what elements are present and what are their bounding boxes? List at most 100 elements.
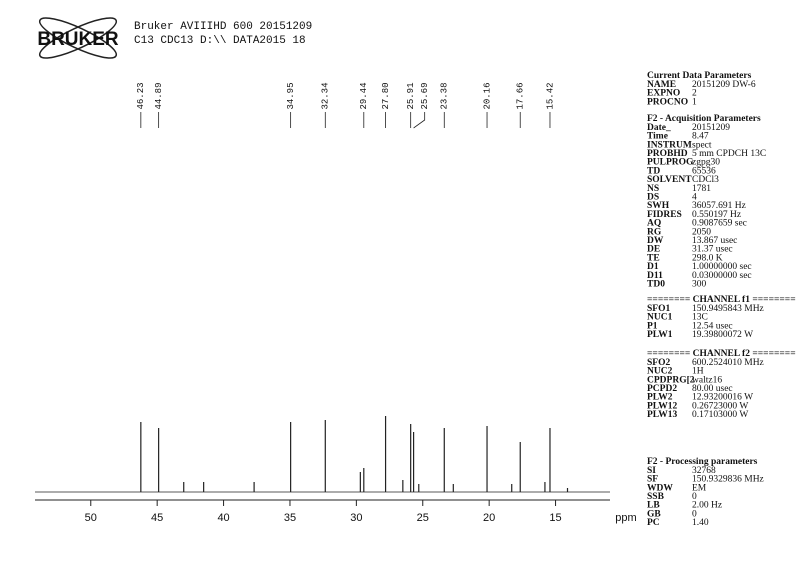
section-title: ======== CHANNEL f2 ======== xyxy=(647,349,796,359)
param-name: DW xyxy=(647,236,664,246)
peak-label-leader xyxy=(413,112,426,129)
param-value: 5 mm CPDCH 13C xyxy=(692,149,766,159)
param-name: PULPROG xyxy=(647,158,694,168)
peak-label: 32.34 xyxy=(321,82,331,109)
peak-label: 46.23 xyxy=(136,82,146,109)
param-value: 1.00000000 sec xyxy=(692,262,752,272)
param-value: 0.03000000 sec xyxy=(692,271,752,281)
peak-label: 34.95 xyxy=(286,82,296,109)
param-name: TD0 xyxy=(647,279,665,289)
x-tick-label: 25 xyxy=(417,512,429,524)
param-value: 298.0 K xyxy=(692,253,723,263)
param-value: 31.37 usec xyxy=(692,245,733,255)
param-name: SFO1 xyxy=(647,304,670,314)
param-value: 4 xyxy=(692,192,697,202)
param-name: TD xyxy=(647,166,660,176)
param-name: D1 xyxy=(647,262,659,272)
param-value: 0.9087659 sec xyxy=(692,219,747,229)
param-value: 1.40 xyxy=(692,518,709,528)
param-value: 0.550197 Hz xyxy=(692,210,741,220)
param-name: P1 xyxy=(647,321,658,331)
section-title: F2 - Processing parameters xyxy=(647,457,758,467)
param-value: 0 xyxy=(692,492,697,502)
param-value: 2 xyxy=(692,89,697,99)
param-value: 2050 xyxy=(692,227,711,237)
param-name: PLW1 xyxy=(647,330,673,340)
param-name: INSTRUM xyxy=(647,140,692,150)
peak-label: 27.80 xyxy=(381,82,391,109)
x-tick-label: 20 xyxy=(483,512,495,524)
param-name: PLW2 xyxy=(647,393,673,403)
param-name: DS xyxy=(647,192,659,202)
peak-label: 25.69 xyxy=(420,82,430,109)
param-value: 65536 xyxy=(692,166,716,176)
param-value: zgpg30 xyxy=(692,158,720,168)
param-name: PLW13 xyxy=(647,410,678,420)
param-value: 0.17103000 W xyxy=(692,410,748,420)
peak-label: 25.91 xyxy=(406,82,416,109)
x-axis-label: ppm xyxy=(615,512,636,524)
param-value: 20151209 xyxy=(692,123,730,133)
logo: BRUKER xyxy=(37,17,119,59)
param-value: 80.00 usec xyxy=(692,384,733,394)
param-value: 1 xyxy=(692,97,697,107)
x-tick-label: 15 xyxy=(549,512,561,524)
x-tick-label: 50 xyxy=(85,512,97,524)
param-name: PCPD2 xyxy=(647,384,677,394)
param-name: EXPNO xyxy=(647,89,680,99)
x-tick-label: 30 xyxy=(350,512,362,524)
x-tick-label: 40 xyxy=(217,512,229,524)
param-name: D11 xyxy=(647,271,663,281)
param-name: Date_ xyxy=(647,123,671,133)
param-name: GB xyxy=(647,509,661,519)
param-name: PLW12 xyxy=(647,401,678,411)
param-value: 13.867 usec xyxy=(692,236,737,246)
logo-text: BRUKER xyxy=(37,29,119,50)
x-tick-label: 45 xyxy=(151,512,163,524)
param-name: TE xyxy=(647,253,660,263)
peak-label: 23.38 xyxy=(440,82,450,109)
section-title: F2 - Acquisition Parameters xyxy=(647,114,761,124)
param-value: 1781 xyxy=(692,184,711,194)
param-value: spect xyxy=(692,140,712,150)
param-value: EM xyxy=(692,483,707,493)
param-name: PC xyxy=(647,518,660,528)
param-name: NAME xyxy=(647,80,676,90)
header-line: C13 CDC13 D:\\ DATA2015 18 xyxy=(134,35,306,47)
param-value: 12.54 usec xyxy=(692,321,733,331)
param-name: WDW xyxy=(647,483,673,493)
param-value: 8.47 xyxy=(692,132,709,142)
param-name: SF xyxy=(647,475,658,485)
param-name: NS xyxy=(647,184,659,194)
param-value: 300 xyxy=(692,279,707,289)
section-title: ======== CHANNEL f1 ======== xyxy=(647,295,796,305)
param-value: CDCl3 xyxy=(692,175,719,185)
param-value: 150.9495843 MHz xyxy=(692,304,764,314)
param-value: 32768 xyxy=(692,466,716,476)
param-name: LB xyxy=(647,501,660,511)
param-name: DE xyxy=(647,245,660,255)
section-title: Current Data Parameters xyxy=(647,71,752,81)
param-name: SFO2 xyxy=(647,358,670,368)
peak-label: 44.89 xyxy=(154,82,164,109)
param-name: SSB xyxy=(647,492,665,502)
param-value: 2.00 Hz xyxy=(692,501,722,511)
param-value: 0 xyxy=(692,509,697,519)
x-tick-label: 35 xyxy=(284,512,296,524)
param-value: 12.93200016 W xyxy=(692,393,753,403)
param-value: 36057.691 Hz xyxy=(692,201,746,211)
param-name: PROBHD xyxy=(647,149,688,159)
header-line: Bruker AVIIIHD 600 20151209 xyxy=(134,21,312,33)
param-name: CPDPRG[2 xyxy=(647,375,695,385)
param-name: NUC2 xyxy=(647,367,673,377)
param-value: 150.9329836 MHz xyxy=(692,475,764,485)
param-name: NUC1 xyxy=(647,313,673,323)
param-name: PROCNO xyxy=(647,97,688,107)
param-name: SOLVENT xyxy=(647,175,692,185)
param-value: 20151209 DW-6 xyxy=(692,80,756,90)
param-value: 19.39800072 W xyxy=(692,330,753,340)
peak-label: 20.16 xyxy=(482,82,492,109)
param-value: 600.2524010 MHz xyxy=(692,358,764,368)
peak-label: 29.44 xyxy=(359,82,369,109)
